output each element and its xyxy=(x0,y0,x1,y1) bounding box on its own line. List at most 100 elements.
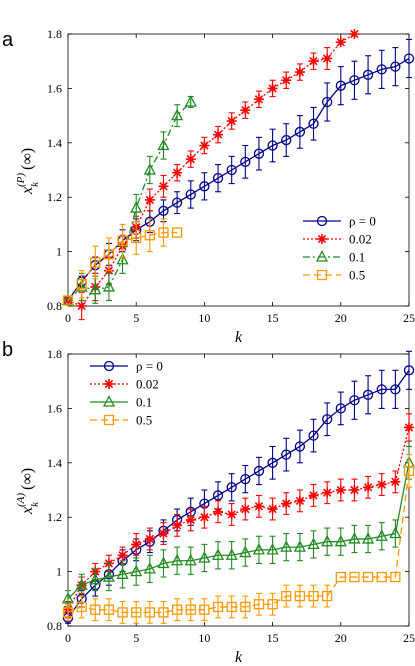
panel-a-legend-label: 0.1 xyxy=(349,250,365,265)
panel-b-data-point xyxy=(199,604,210,615)
panel-a-data-point xyxy=(184,95,197,107)
panel-a-data-point xyxy=(376,64,387,75)
panel-b-data-point xyxy=(198,551,211,563)
panel-b-series-line xyxy=(67,369,410,619)
panel-a-data-point xyxy=(240,105,251,116)
panel-a-data-point xyxy=(76,301,87,311)
panel-b-data-point xyxy=(322,414,333,425)
panel-a-ylabel: xk(P)(∞) xyxy=(15,148,41,195)
panel-b-data-point xyxy=(76,601,87,613)
panel-a-data-point xyxy=(185,189,196,200)
panel-b-data-point xyxy=(335,571,346,583)
panel-b-data-point xyxy=(322,487,333,498)
panel-a-data-point xyxy=(130,201,143,213)
panel-b-data-point xyxy=(307,537,320,550)
panel-b-data-point xyxy=(403,465,415,477)
panel-b-series-line xyxy=(67,470,410,614)
panel-b-data-point xyxy=(61,591,75,604)
panel-b-data-point xyxy=(90,604,101,615)
panel-b-data-point xyxy=(226,482,237,493)
panel-b-data-point xyxy=(239,545,252,558)
panel-a-data-point xyxy=(144,194,155,205)
panel-a-ytick-label: 1.6 xyxy=(47,81,62,95)
panel-a-data-point xyxy=(403,53,415,64)
panel-a-series-line xyxy=(67,231,178,301)
panel-a-xtick-label: 0 xyxy=(65,311,71,325)
panel-b-data-point xyxy=(158,607,169,618)
panel-a-legend: ρ = 0 0.02 0.1 0.5 xyxy=(303,214,376,283)
panel-b-data-point xyxy=(157,556,170,569)
panel-b-data-point xyxy=(185,514,196,525)
panel-b-plot: 0 5 10 15 20 25 0.8 1 1.2 1.4 1.6 1.8 k xk(A)(∞) ρ = 0… xyxy=(15,347,415,666)
panel-b-label: b xyxy=(2,339,13,361)
panel-a-data-point xyxy=(253,148,265,159)
panel-b-data-point xyxy=(266,542,279,555)
panel-b-ytick-label: 1 xyxy=(56,565,62,579)
panel-b-data-point xyxy=(322,590,333,602)
panel-a-data-point xyxy=(390,61,401,72)
panel-b-data-point xyxy=(308,590,319,602)
panel-b-legend-marker xyxy=(104,379,114,389)
panel-b-data-point xyxy=(363,482,374,493)
panel-b-data-point xyxy=(404,422,414,433)
panel-b-data-point xyxy=(185,604,196,615)
panel-a-data-point xyxy=(199,140,210,151)
panel-a-data-point xyxy=(102,280,115,292)
panel-a-series-line xyxy=(67,101,192,302)
panel-b-data-point xyxy=(403,365,415,376)
panel-a-data-point xyxy=(294,126,306,138)
panel-b-data-point xyxy=(172,520,183,531)
panel-a-data-point xyxy=(185,154,196,165)
panel-a-data-point xyxy=(103,249,115,260)
panel-b-legend: ρ = 0 0.02 0.1 0.5 xyxy=(90,359,163,428)
panel-a-xtick-label: 15 xyxy=(267,311,279,325)
panel-b-data-point xyxy=(240,504,251,515)
panel-a-data-point xyxy=(171,227,183,238)
panel-a-legend-marker xyxy=(316,269,328,281)
panel-b-series-1 xyxy=(63,413,414,619)
panel-b-xtick-label: 0 xyxy=(65,631,71,645)
panel-b-legend-marker xyxy=(102,395,116,407)
panel-b-legend-marker xyxy=(103,360,115,372)
panel-a-data-point xyxy=(253,94,264,105)
panel-b-xtick-label: 5 xyxy=(133,631,139,645)
panel-b-legend-label: 0.5 xyxy=(136,413,152,428)
panel-b-data-point xyxy=(349,571,360,583)
panel-b-series-2 xyxy=(61,445,415,608)
panel-b-data-point xyxy=(199,512,210,523)
panel-b-data-point xyxy=(117,550,128,561)
panel-a-data-point xyxy=(212,173,224,184)
panel-a-label: a xyxy=(2,29,14,51)
panel-a-plot: 0 5 10 15 20 25 0.8 1 1.2 1.4 1.6 1.8 k xk(P)(∞) ρ = 0… xyxy=(15,27,415,346)
panel-b-data-point xyxy=(211,548,225,560)
panel-b-data-point xyxy=(253,599,265,610)
panel-b-series-3 xyxy=(62,454,415,624)
panel-b-data-point xyxy=(349,485,360,495)
panel-a-ytick-label: 1.4 xyxy=(47,136,62,150)
panel-b-data-point xyxy=(308,430,319,441)
panel-b-data-point xyxy=(294,495,305,506)
panel-b-data-point xyxy=(281,449,292,460)
panel-a-ytick-label: 0.8 xyxy=(47,299,62,313)
panel-a-series-line xyxy=(67,57,410,301)
panel-a-data-point xyxy=(226,164,237,176)
panel-b-data-point xyxy=(376,479,387,490)
panel-a-data-point xyxy=(213,129,224,140)
panel-b-data-point xyxy=(267,504,278,515)
panel-b-data-point xyxy=(362,532,375,544)
panel-b-data-point xyxy=(226,601,237,613)
panel-b-ytick-label: 1.6 xyxy=(47,401,62,415)
panel-b-data-point xyxy=(294,590,306,602)
panel-b-data-point xyxy=(240,601,251,613)
panel-b-xlabel: k xyxy=(235,649,243,666)
panel-a-legend-label: 0.02 xyxy=(349,232,372,247)
panel-b-axes-box xyxy=(67,353,410,627)
panel-b-data-point xyxy=(349,395,360,406)
panel-b-data-point xyxy=(389,526,402,539)
panel-b-data-point xyxy=(334,534,347,547)
panel-a-data-point xyxy=(158,205,169,216)
panel-b-data-point xyxy=(144,607,155,618)
panel-b-ytick-label: 0.8 xyxy=(47,619,62,633)
panel-b-data-point xyxy=(184,553,197,566)
